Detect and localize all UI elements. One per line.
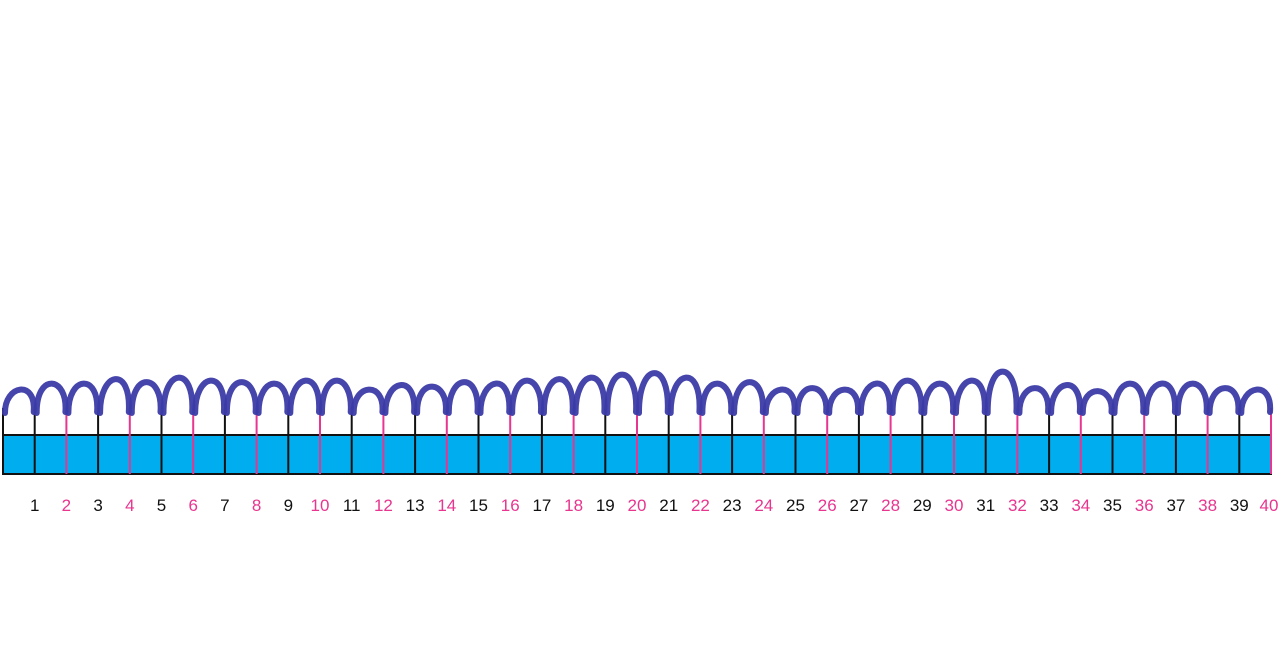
label-15: 15: [469, 496, 488, 515]
label-36: 36: [1135, 496, 1154, 515]
jump-arc-12: [350, 386, 386, 416]
label-31: 31: [976, 496, 995, 515]
label-39: 39: [1230, 496, 1249, 515]
label-33: 33: [1040, 496, 1059, 515]
jump-arc-20: [604, 371, 640, 416]
tick-marks: [2, 408, 1272, 474]
label-8: 8: [252, 496, 261, 515]
jump-arc-22: [667, 374, 703, 416]
jump-arc-4: [97, 376, 132, 416]
label-21: 21: [659, 496, 678, 515]
label-16: 16: [501, 496, 520, 515]
jump-arc-26: [794, 385, 830, 416]
label-12: 12: [374, 496, 393, 515]
jump-arc-1: [1, 386, 37, 416]
label-27: 27: [849, 496, 868, 515]
jump-arc-21: [635, 370, 671, 416]
jump-arc-39: [1206, 385, 1242, 416]
label-26: 26: [818, 496, 837, 515]
label-10: 10: [311, 496, 330, 515]
jump-arc-5: [128, 379, 164, 416]
label-7: 7: [220, 496, 229, 515]
label-1: 1: [30, 496, 39, 515]
label-9: 9: [284, 496, 293, 515]
jump-arc-10: [287, 377, 323, 416]
label-4: 4: [125, 496, 134, 515]
label-40: 40: [1260, 496, 1279, 515]
label-38: 38: [1198, 496, 1217, 515]
jump-arc-7: [192, 377, 227, 416]
jump-arc-27: [826, 386, 861, 416]
jump-arc-16: [477, 380, 513, 416]
jump-arc-34: [1048, 382, 1083, 416]
label-11: 11: [343, 496, 361, 515]
jump-arc-23: [699, 380, 735, 416]
jump-arc-28: [857, 380, 893, 416]
label-6: 6: [188, 496, 197, 515]
label-23: 23: [723, 496, 742, 515]
jump-arc-8: [223, 379, 259, 416]
jump-arc-24: [731, 379, 766, 416]
label-3: 3: [93, 496, 102, 515]
label-22: 22: [691, 496, 710, 515]
jump-arc-35: [1079, 388, 1115, 416]
label-32: 32: [1008, 496, 1027, 515]
jump-arc-9: [255, 380, 291, 416]
label-13: 13: [406, 496, 425, 515]
label-17: 17: [532, 496, 551, 515]
label-34: 34: [1071, 496, 1090, 515]
jump-arc-17: [509, 377, 544, 416]
label-29: 29: [913, 496, 932, 515]
label-25: 25: [786, 496, 805, 515]
jump-arc-29: [889, 377, 925, 416]
jump-arc-38: [1174, 380, 1210, 416]
jump-arc-37: [1143, 380, 1178, 416]
jump-arcs: [1, 368, 1274, 416]
jump-arc-11: [318, 377, 354, 416]
label-37: 37: [1166, 496, 1185, 515]
label-30: 30: [945, 496, 964, 515]
jump-arc-3: [65, 380, 101, 416]
label-35: 35: [1103, 496, 1122, 515]
label-18: 18: [564, 496, 583, 515]
label-5: 5: [157, 496, 166, 515]
jump-arc-15: [445, 379, 481, 416]
jump-arc-25: [762, 386, 798, 416]
jump-arc-32: [984, 368, 1020, 416]
jump-arc-6: [160, 374, 196, 416]
jump-arc-30: [921, 380, 957, 416]
label-14: 14: [437, 496, 456, 515]
label-28: 28: [881, 496, 900, 515]
label-20: 20: [628, 496, 647, 515]
label-2: 2: [62, 496, 71, 515]
label-24: 24: [754, 496, 773, 515]
label-19: 19: [596, 496, 615, 515]
jump-arc-13: [382, 382, 418, 416]
jump-arc-14: [414, 383, 449, 416]
jump-arc-36: [1111, 380, 1147, 416]
jump-arc-40: [1238, 386, 1274, 416]
jump-arc-18: [540, 376, 576, 416]
number-labels: 1 2 3 4 5 6 7 8 9 10 11 12 13 14 15 16 17 18 19 20 21 22 23 24 2…: [30, 496, 1278, 515]
jump-arc-19: [572, 374, 608, 416]
jump-arc-2: [33, 380, 69, 416]
jump-arc-33: [1016, 385, 1052, 416]
jump-arc-31: [952, 377, 988, 416]
